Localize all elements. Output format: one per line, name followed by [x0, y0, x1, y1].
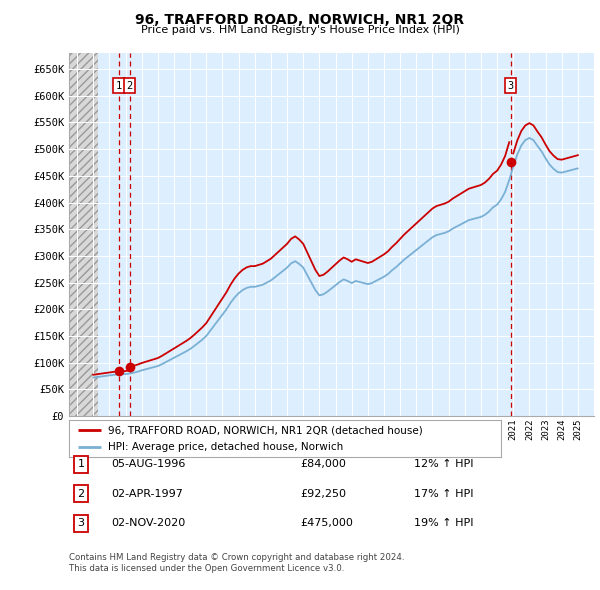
Text: 12% ↑ HPI: 12% ↑ HPI: [414, 460, 473, 469]
Text: 96, TRAFFORD ROAD, NORWICH, NR1 2QR: 96, TRAFFORD ROAD, NORWICH, NR1 2QR: [136, 13, 464, 27]
Text: 17% ↑ HPI: 17% ↑ HPI: [414, 489, 473, 499]
Text: 02-APR-1997: 02-APR-1997: [111, 489, 183, 499]
Text: 02-NOV-2020: 02-NOV-2020: [111, 519, 185, 528]
Text: 3: 3: [508, 81, 514, 91]
Text: Contains HM Land Registry data © Crown copyright and database right 2024.
This d: Contains HM Land Registry data © Crown c…: [69, 553, 404, 573]
Text: HPI: Average price, detached house, Norwich: HPI: Average price, detached house, Norw…: [108, 442, 343, 452]
Bar: [69, 53, 93, 416]
Text: £92,250: £92,250: [300, 489, 346, 499]
Text: 19% ↑ HPI: 19% ↑ HPI: [414, 519, 473, 528]
Text: £475,000: £475,000: [300, 519, 353, 528]
Text: £84,000: £84,000: [300, 460, 346, 469]
Text: 3: 3: [77, 519, 85, 528]
Bar: [93, 53, 98, 416]
Text: 96, TRAFFORD ROAD, NORWICH, NR1 2QR (detached house): 96, TRAFFORD ROAD, NORWICH, NR1 2QR (det…: [108, 425, 422, 435]
Text: 2: 2: [127, 81, 133, 91]
Text: 05-AUG-1996: 05-AUG-1996: [111, 460, 185, 469]
Text: Price paid vs. HM Land Registry's House Price Index (HPI): Price paid vs. HM Land Registry's House …: [140, 25, 460, 35]
Text: 2: 2: [77, 489, 85, 499]
Text: 1: 1: [116, 81, 122, 91]
Text: 1: 1: [77, 460, 85, 469]
